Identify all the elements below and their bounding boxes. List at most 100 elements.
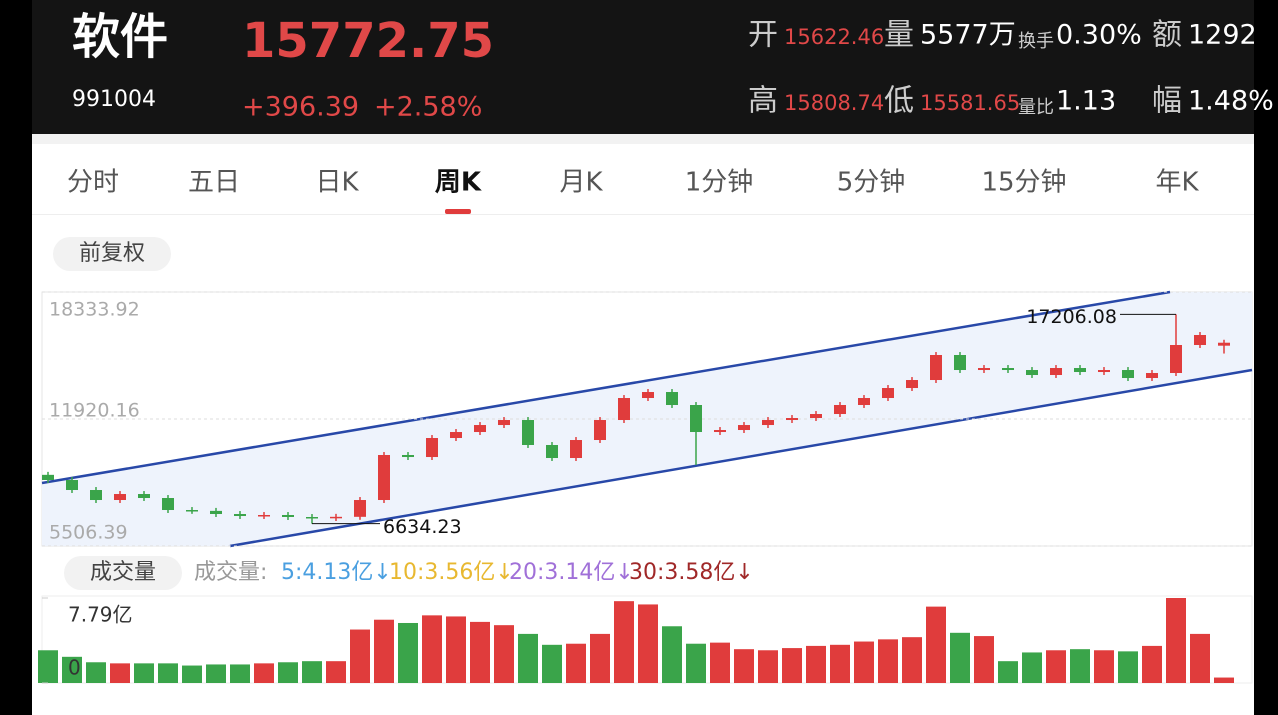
- stat-value: 15581.65: [920, 91, 1020, 115]
- volume-bar: [302, 661, 322, 683]
- adjust-chip[interactable]: [53, 237, 171, 271]
- tab[interactable]: 日K: [315, 168, 359, 198]
- tabs: 分时 五日 日K 周K 月K 1分钟 5分钟 15分钟 年K: [67, 168, 1199, 214]
- volume-bar: [542, 644, 562, 683]
- chart: 18333.92 11920.16 5506.39 17206.08 6634.23 成交…: [38, 291, 1253, 684]
- volume-bar: [278, 662, 298, 683]
- candle-body: [354, 500, 366, 517]
- volume-bar: [878, 639, 898, 683]
- tab[interactable]: 1分钟: [685, 168, 754, 198]
- stat-label: 额: [1152, 18, 1182, 53]
- volume-bar: [326, 661, 346, 683]
- volume-bar: [86, 662, 106, 683]
- candle-body: [762, 420, 774, 426]
- volume-bar: [782, 648, 802, 683]
- candle-body: [834, 405, 846, 415]
- tab[interactable]: 五日: [188, 168, 240, 198]
- stat-value: 0.30%: [1056, 20, 1142, 51]
- adjust-label: 前复权: [79, 241, 145, 266]
- volume-bar: [974, 636, 994, 683]
- volume-legend: 30:3.58亿↓: [629, 560, 754, 585]
- stock-name: 软件: [72, 9, 168, 65]
- volume-bar: [950, 632, 970, 683]
- stat-value: 5577万: [920, 20, 1016, 51]
- tab[interactable]: 5分钟: [837, 168, 906, 198]
- candle-body: [1050, 368, 1062, 376]
- stat-label: 高: [748, 84, 778, 119]
- volume-bar: [614, 601, 634, 683]
- candle-body: [1146, 373, 1158, 379]
- candle-body: [234, 514, 246, 517]
- candle-body: [114, 494, 126, 501]
- volume-legend: 20:3.14亿↓: [509, 560, 634, 585]
- volume-bar: [1166, 598, 1186, 683]
- candle-body: [162, 498, 174, 511]
- candle-body: [1218, 342, 1230, 346]
- annotation: 6634.23: [383, 516, 462, 538]
- channel-fill: [42, 292, 1252, 546]
- candle-body: [402, 455, 414, 458]
- volume-bar: [62, 656, 82, 683]
- volume-bar: [1094, 650, 1114, 683]
- y-tick-label: 11920.16: [49, 399, 140, 421]
- candle-body: [426, 438, 438, 458]
- stats: 开 15622.46 量 5577万 换手 0.30% 额 1292 高 15808.74 低 155…: [748, 18, 1274, 119]
- tab-indicator: [445, 209, 471, 214]
- candle-body: [738, 425, 750, 431]
- candle-body: [1002, 368, 1014, 371]
- candle-body: [642, 392, 654, 399]
- candle-body: [882, 388, 894, 399]
- volume-bar: [230, 664, 250, 683]
- divider: [32, 134, 1254, 144]
- change-pct: +2.58%: [374, 92, 482, 123]
- volume-bar: [638, 604, 658, 683]
- volume-bar: [758, 650, 778, 683]
- tab[interactable]: 年K: [1155, 168, 1199, 198]
- volume-bar: [38, 650, 58, 683]
- candle-body: [1098, 370, 1110, 373]
- stat-label: 低: [884, 84, 914, 119]
- candle-body: [498, 420, 510, 426]
- candle-body: [210, 510, 222, 515]
- volume-bar: [422, 615, 442, 683]
- volume-bar: [134, 663, 154, 683]
- candle-body: [258, 514, 270, 517]
- volume-bar: [110, 663, 130, 683]
- tab-divider: [32, 214, 1254, 215]
- volume-bar: [566, 643, 586, 683]
- candle-body: [66, 480, 78, 491]
- volume-bar: [470, 621, 490, 683]
- tab[interactable]: 周K: [435, 168, 482, 198]
- change: +396.39: [242, 92, 359, 123]
- candle-body: [1170, 345, 1182, 374]
- volume-bar: [1118, 651, 1138, 683]
- stat-value: 1292: [1188, 20, 1257, 51]
- candle-body: [954, 355, 966, 371]
- candle-body: [930, 355, 942, 381]
- candle-body: [666, 392, 678, 406]
- stat-value: 15622.46: [784, 25, 884, 49]
- stat-label: 幅: [1152, 84, 1182, 119]
- volume-bar: [1046, 650, 1066, 683]
- volume-bar: [1142, 645, 1162, 683]
- stat-value: 15808.74: [784, 91, 884, 115]
- volume-tick-label: 0: [68, 656, 81, 680]
- volume-chip[interactable]: [64, 556, 182, 590]
- tab[interactable]: 月K: [559, 168, 603, 198]
- y-tick-label: 18333.92: [49, 299, 140, 321]
- volume-bar: [686, 643, 706, 683]
- volume-bar: [350, 629, 370, 683]
- candle-body: [906, 380, 918, 389]
- candle-body: [138, 494, 150, 499]
- tab[interactable]: 15分钟: [981, 168, 1066, 198]
- volume-title: 成交量: [90, 560, 156, 585]
- header-bg: [32, 0, 1254, 134]
- candle-body: [90, 490, 102, 501]
- volume-bar: [1214, 677, 1234, 683]
- volume-bar: [854, 641, 874, 683]
- volume-legend: 成交量:: [194, 560, 267, 585]
- candle-body: [546, 445, 558, 459]
- candle-body: [978, 368, 990, 371]
- tab[interactable]: 分时: [67, 168, 119, 198]
- volume-bar: [1190, 633, 1210, 683]
